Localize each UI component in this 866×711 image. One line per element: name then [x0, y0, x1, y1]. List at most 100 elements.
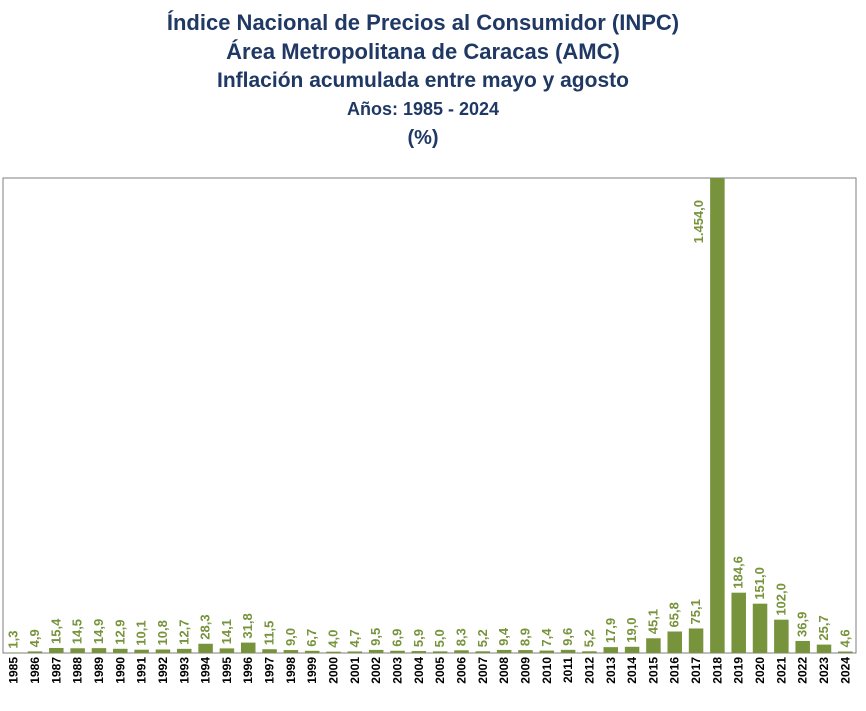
x-tick-labels-group: 1985 1986 1987 1988 1989 1990 1991 1992 1993 1994… — [7, 657, 853, 684]
data-label-1989: 14,9 — [91, 619, 106, 644]
data-label-2012: 5,2 — [581, 629, 596, 647]
data-label-1996: 31,8 — [240, 613, 255, 638]
bar-2009 — [518, 650, 533, 653]
data-label-1987: 15,4 — [48, 618, 63, 644]
data-label-2017: 75,1 — [688, 599, 703, 624]
data-label-1988: 14,5 — [70, 619, 85, 644]
bar-1991 — [134, 649, 149, 653]
data-label-1999: 6,7 — [304, 629, 319, 647]
bars-group — [6, 178, 853, 653]
bar-2021 — [774, 619, 789, 653]
x-tick-label-1998: 1998 — [284, 657, 298, 684]
x-tick-label-2010: 2010 — [540, 657, 554, 684]
data-labels-group: 1,3 4,9 15,4 14,5 14,9 12,9 10,1 10,8 12,7 28,3 14… — [6, 200, 853, 649]
data-label-2013: 17,9 — [603, 618, 618, 643]
data-label-1985: 1,3 — [6, 631, 21, 649]
chart-title-line-3: Inflación acumulada entre mayo y agosto — [217, 69, 629, 92]
bar-2006 — [454, 650, 469, 653]
x-tick-label-2002: 2002 — [369, 657, 383, 684]
x-tick-label-1994: 1994 — [199, 657, 213, 684]
data-label-1997: 11,5 — [262, 621, 277, 646]
data-label-2006: 8,3 — [453, 628, 468, 646]
x-tick-label-1995: 1995 — [220, 657, 234, 684]
x-tick-label-1989: 1989 — [92, 657, 106, 684]
bar-2003 — [390, 650, 405, 653]
x-tick-label-2024: 2024 — [838, 657, 852, 684]
data-label-2003: 6,9 — [390, 629, 405, 647]
x-tick-label-2019: 2019 — [732, 657, 746, 684]
x-tick-label-2001: 2001 — [348, 657, 362, 684]
x-tick-label-2015: 2015 — [646, 657, 660, 684]
bar-2002 — [368, 649, 384, 653]
bar-1987 — [49, 647, 64, 653]
x-tick-label-1987: 1987 — [49, 657, 63, 684]
bar-2023 — [816, 644, 832, 653]
data-label-2014: 19,0 — [624, 617, 639, 642]
x-tick-label-2022: 2022 — [796, 657, 810, 684]
bar-1998 — [283, 650, 299, 653]
x-tick-label-1986: 1986 — [28, 657, 42, 684]
data-label-2001: 4,7 — [347, 629, 362, 647]
x-tick-label-2021: 2021 — [774, 657, 788, 684]
plot-area — [2, 177, 857, 654]
data-label-2019: 184,6 — [731, 556, 746, 589]
chart-title-line-5: (%) — [407, 127, 439, 149]
x-tick-label-1996: 1996 — [241, 657, 255, 684]
bar-2012 — [582, 651, 597, 653]
data-label-2005: 5,0 — [432, 629, 447, 647]
data-label-1998: 9,0 — [283, 628, 298, 646]
bar-2016 — [667, 631, 682, 653]
x-tick-label-2020: 2020 — [753, 657, 767, 684]
bar-1997 — [262, 649, 277, 653]
data-label-2008: 9,4 — [496, 627, 511, 646]
bar-2001 — [347, 651, 363, 653]
x-tick-label-1991: 1991 — [135, 657, 149, 684]
data-label-1995: 14,1 — [219, 619, 234, 644]
bar-2015 — [646, 638, 661, 653]
x-tick-label-2014: 2014 — [625, 657, 639, 684]
bar-1988 — [70, 648, 85, 653]
x-tick-label-1992: 1992 — [156, 657, 170, 684]
data-label-2004: 5,9 — [411, 629, 426, 647]
data-label-2007: 5,2 — [475, 629, 490, 647]
bar-1999 — [304, 650, 320, 653]
x-tick-label-2000: 2000 — [327, 657, 341, 684]
x-tick-label-2012: 2012 — [582, 657, 596, 684]
bar-1995 — [219, 648, 235, 653]
data-label-1993: 12,7 — [176, 620, 191, 645]
bar-1994 — [198, 643, 213, 653]
x-tick-label-1985: 1985 — [7, 657, 21, 684]
bar-1990 — [113, 648, 128, 653]
x-tick-label-1990: 1990 — [113, 657, 127, 684]
x-tick-label-1988: 1988 — [71, 657, 85, 684]
x-tick-label-2013: 2013 — [604, 657, 618, 684]
data-label-2000: 4,0 — [326, 630, 341, 648]
x-tick-label-2006: 2006 — [454, 657, 468, 684]
data-label-2016: 65,8 — [667, 602, 682, 627]
bar-2017 — [688, 628, 704, 653]
x-tick-label-2018: 2018 — [710, 657, 724, 684]
data-label-2015: 45,1 — [645, 609, 660, 634]
x-tick-label-2023: 2023 — [817, 657, 831, 684]
x-tick-label-2008: 2008 — [497, 657, 511, 684]
chart-title-line-4: Años: 1985 - 2024 — [346, 99, 500, 119]
data-label-2020: 151,0 — [752, 567, 767, 600]
bar-1996 — [240, 642, 256, 653]
data-label-2021: 102,0 — [773, 583, 788, 616]
bar-2013 — [603, 647, 619, 653]
x-tick-label-1999: 1999 — [305, 657, 319, 684]
data-label-2024: 4,6 — [837, 629, 852, 647]
bar-2020 — [752, 603, 768, 653]
bar-1992 — [155, 649, 171, 653]
bar-2011 — [560, 649, 576, 653]
bar-2004 — [411, 651, 427, 653]
bar-2000 — [326, 651, 341, 653]
bar-2024 — [838, 651, 853, 653]
bar-2014 — [624, 646, 640, 653]
x-tick-label-2004: 2004 — [412, 657, 426, 684]
x-tick-label-1993: 1993 — [177, 657, 191, 684]
data-label-1992: 10,8 — [155, 620, 170, 645]
x-tick-label-2017: 2017 — [689, 657, 703, 684]
data-label-2023: 25,7 — [816, 615, 831, 640]
